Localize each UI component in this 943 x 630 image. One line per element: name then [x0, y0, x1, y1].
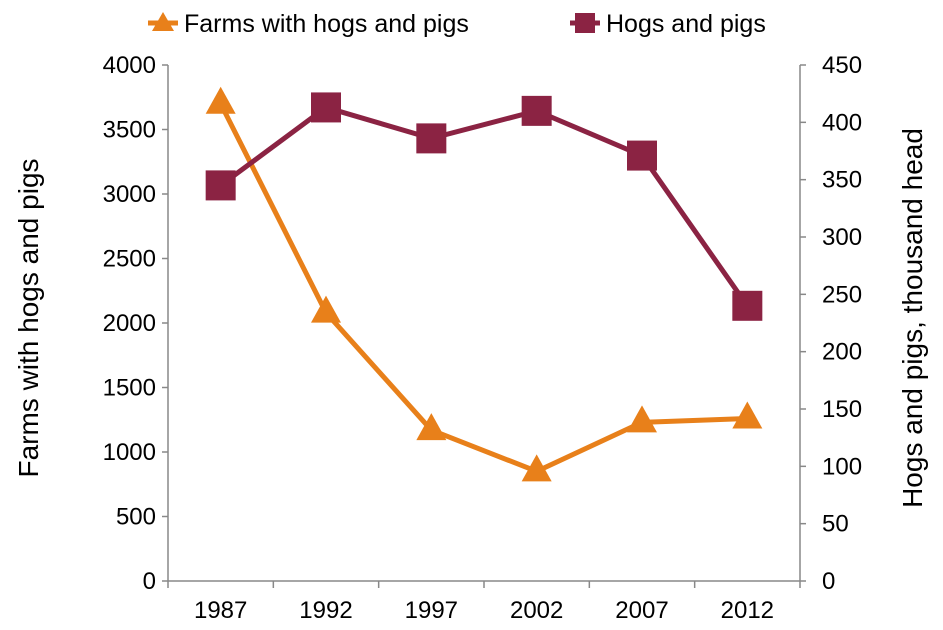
data-point-farms — [205, 86, 236, 114]
left-tick-label: 2500 — [103, 246, 156, 273]
data-point-hogs — [311, 92, 341, 123]
right-tick-label: 300 — [822, 224, 862, 251]
right-axis-title: Hogs and pigs, thousand head — [897, 128, 928, 508]
right-tick-label: 350 — [822, 167, 862, 194]
right-tick-label: 150 — [822, 396, 862, 423]
left-tick-label: 1000 — [103, 439, 156, 466]
legend-label-hogs: Hogs and pigs — [606, 10, 766, 38]
data-point-hogs — [416, 123, 447, 154]
legend-item-hogs: Hogs and pigs — [570, 10, 766, 38]
x-tick-label: 2002 — [510, 597, 563, 624]
legend-item-farms: Farms with hogs and pigs — [148, 10, 469, 38]
series-line-hogs — [219, 104, 750, 308]
right-tick-label: 400 — [822, 109, 862, 136]
data-point-farms — [521, 454, 552, 482]
left-tick-label: 3500 — [103, 117, 156, 144]
x-axis-ticks: 1987 1992 1997 2002 2007 2012 — [167, 581, 801, 624]
x-tick-label: 2007 — [615, 597, 668, 624]
series-line-farms — [218, 102, 748, 474]
left-tick-label: 4000 — [103, 52, 156, 79]
axes — [167, 65, 801, 582]
left-tick-label: 500 — [116, 504, 156, 531]
right-axis-ticks: 0 50 100 150 200 250 300 350 400 450 — [800, 52, 862, 595]
right-tick-label: 100 — [822, 453, 862, 480]
left-tick-label: 3000 — [103, 181, 156, 208]
x-tick-label: 2012 — [721, 597, 774, 624]
right-tick-label: 50 — [822, 511, 849, 538]
left-axis-title: Farms with hogs and pigs — [13, 158, 44, 477]
left-axis-ticks: 0 500 1000 1500 2000 2500 3000 3500 4000 — [103, 52, 168, 595]
data-point-hogs — [627, 140, 657, 171]
data-point-hogs — [521, 95, 552, 126]
x-tick-label: 1997 — [405, 597, 458, 624]
legend-marker-triangle — [152, 12, 174, 31]
left-tick-label: 2000 — [103, 310, 156, 337]
right-tick-label: 200 — [822, 339, 862, 366]
series-layer — [205, 86, 763, 482]
legend-marker-square — [575, 13, 595, 33]
legend: Farms with hogs and pigs Hogs and pigs — [148, 10, 766, 38]
left-tick-label: 0 — [143, 568, 156, 595]
right-tick-label: 0 — [822, 568, 835, 595]
data-point-farms — [311, 295, 341, 323]
right-tick-label: 450 — [822, 52, 862, 79]
x-tick-label: 1987 — [194, 597, 247, 624]
x-tick-label: 1992 — [299, 597, 352, 624]
data-point-farms — [416, 413, 447, 441]
data-point-hogs — [732, 290, 763, 321]
left-tick-label: 1500 — [103, 375, 156, 402]
right-tick-label: 250 — [822, 281, 862, 308]
data-point-farms — [627, 405, 657, 433]
data-point-hogs — [205, 170, 236, 201]
legend-label-farms: Farms with hogs and pigs — [184, 10, 469, 38]
data-point-farms — [732, 401, 763, 429]
